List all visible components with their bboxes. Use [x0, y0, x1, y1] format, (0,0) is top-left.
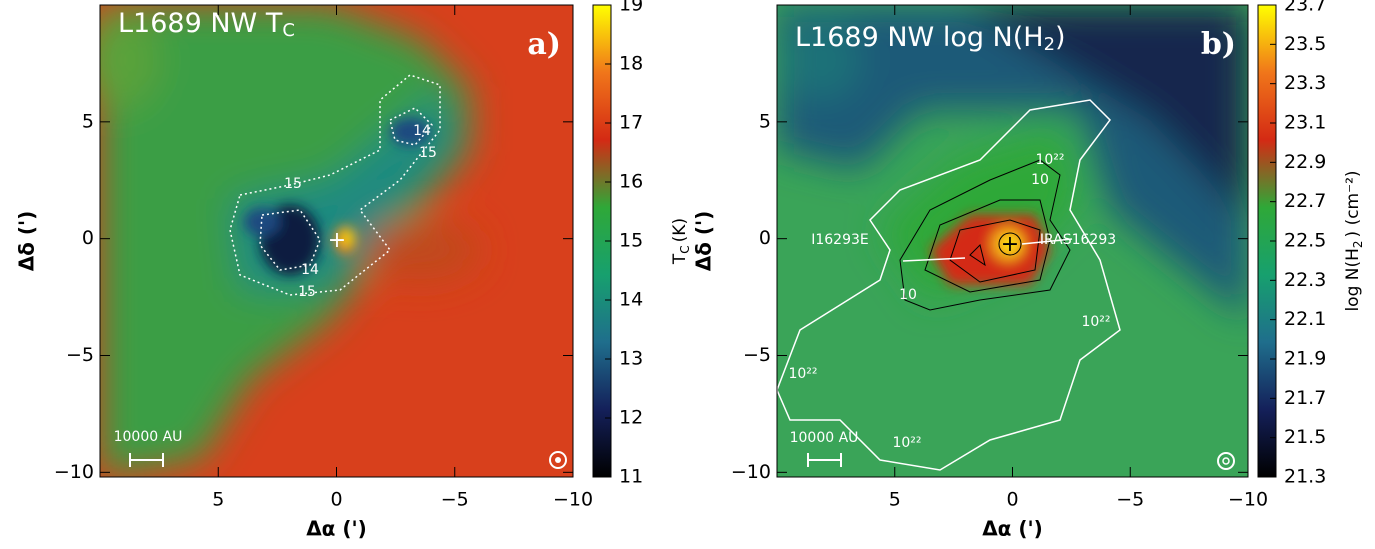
- colorbar-tick-label: 23.1: [1284, 112, 1326, 134]
- colorbar-tick-label: 22.7: [1284, 190, 1326, 212]
- panel-label: a): [527, 27, 561, 62]
- heatmap-image: +: [100, 5, 573, 477]
- beam: [1217, 452, 1235, 470]
- colorbar-tick-label: 18: [619, 53, 643, 75]
- chart-title: L1689 NW log N(H2): [795, 22, 1066, 56]
- annotation: 15: [284, 176, 302, 192]
- colorbar-label-text: ) (cm⁻²): [1343, 170, 1363, 237]
- x-tick-label: 5: [889, 489, 901, 511]
- title-subscript: C: [282, 20, 295, 41]
- colorbar-tick-label: 22.3: [1284, 269, 1326, 291]
- x-tick-label: −5: [441, 489, 469, 511]
- leader-line: [902, 257, 966, 262]
- y-axis-label: Δδ ('): [692, 211, 716, 272]
- beam: [1222, 457, 1230, 465]
- x-tick-label: 0: [1006, 489, 1018, 511]
- title-subscript: 2: [1044, 34, 1055, 55]
- annotation: IRAS16293: [1040, 232, 1116, 248]
- y-tick-label: −10: [731, 461, 771, 483]
- title-text: L1689 NW T: [118, 8, 283, 39]
- annotation: 15: [419, 145, 437, 161]
- colorbar-tick-label: 22.5: [1284, 230, 1326, 252]
- y-tick-label: −5: [743, 344, 771, 366]
- x-tick-label: 5: [212, 489, 224, 511]
- panel-label: b): [1201, 27, 1236, 62]
- colorbar-label: TC (K): [670, 218, 692, 265]
- y-tick-label: −5: [66, 344, 94, 366]
- annotation: 14: [413, 123, 431, 139]
- colorbar-label-text: log N(H: [1343, 248, 1363, 311]
- colorbar-tick-label: 17: [619, 112, 643, 134]
- colorbar-tick-label: 19: [619, 0, 643, 16]
- heatmap-image: +: [777, 5, 1248, 477]
- colorbar-tick-label: 14: [619, 289, 643, 311]
- colorbar-label-subscript: C: [678, 245, 692, 253]
- beam: [998, 232, 1022, 256]
- colorbar-tick-label: 23.3: [1284, 72, 1326, 94]
- annotation: 10²²: [788, 366, 817, 382]
- colorbar-tick-label: 16: [619, 171, 643, 193]
- y-tick-label: 0: [82, 227, 94, 249]
- y-tick-label: 5: [759, 110, 771, 132]
- source-marker: +: [1001, 232, 1019, 257]
- colorbar-tick-label: 21.5: [1284, 426, 1326, 448]
- colorbar-label-text: T: [670, 253, 690, 265]
- colorbar-tick-label: 23.5: [1284, 33, 1326, 55]
- colorbar-tick-label: 21.3: [1284, 466, 1326, 488]
- x-axis-label: Δα ('): [982, 517, 1043, 541]
- y-tick-label: 0: [759, 227, 771, 249]
- beam: [555, 457, 561, 463]
- y-axis-label: Δδ ('): [15, 211, 39, 272]
- x-axis-label: Δα ('): [306, 517, 367, 541]
- colorbar-tick-label: 15: [619, 230, 643, 252]
- x-tick-label: −5: [1116, 489, 1144, 511]
- colorbar-tick-label: 21.9: [1284, 348, 1326, 370]
- annotation: 10: [1031, 172, 1049, 188]
- title-text: ): [1055, 22, 1066, 53]
- colorbar-tick-label: 12: [619, 407, 643, 429]
- annotation: 14: [301, 262, 319, 278]
- colorbar-label-text: (K): [670, 218, 690, 242]
- source-marker: +: [328, 228, 346, 253]
- colorbar-tick-label: 11: [619, 466, 643, 488]
- colorbar-tick-label: 13: [619, 348, 643, 370]
- colorbar-tick-label: 21.7: [1284, 387, 1326, 409]
- leader-line: [1021, 238, 1073, 245]
- colorbar-label: log N(H2 ) (cm⁻²): [1343, 170, 1365, 311]
- y-tick-label: −10: [54, 461, 94, 483]
- colorbar-label-subscript: 2: [1351, 240, 1365, 248]
- title-text: L1689 NW log N(H: [795, 22, 1044, 53]
- annotation: 10²²: [892, 435, 921, 451]
- annotation: 10000 AU: [790, 430, 859, 446]
- annotation: 10000 AU: [114, 429, 183, 445]
- x-tick-label: −10: [553, 489, 593, 511]
- y-tick-label: 5: [82, 110, 94, 132]
- annotation: 10²²: [1081, 314, 1110, 330]
- annotation: 10²²: [1035, 152, 1064, 168]
- annotation: 10: [899, 287, 917, 303]
- x-tick-label: −10: [1228, 489, 1268, 511]
- beam: [549, 451, 567, 469]
- annotation: I16293E: [811, 232, 869, 248]
- colorbar-tick-label: 22.1: [1284, 308, 1326, 330]
- annotation: 15: [298, 284, 316, 300]
- colorbar-tick-label: 23.7: [1284, 0, 1326, 16]
- colorbar-tick-label: 22.9: [1284, 151, 1326, 173]
- x-tick-label: 0: [330, 489, 342, 511]
- chart-title: L1689 NW TC: [118, 8, 295, 42]
